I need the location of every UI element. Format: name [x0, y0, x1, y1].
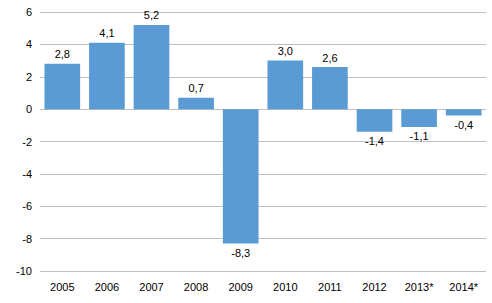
- svg-text:2007: 2007: [139, 281, 163, 293]
- svg-text:4,1: 4,1: [99, 27, 114, 39]
- svg-text:2011: 2011: [318, 281, 342, 293]
- svg-text:-8,3: -8,3: [231, 247, 250, 259]
- svg-text:2: 2: [26, 71, 32, 83]
- svg-text:-8: -8: [22, 233, 32, 245]
- svg-text:-10: -10: [16, 265, 32, 277]
- svg-text:-1,4: -1,4: [365, 135, 384, 147]
- svg-text:2010: 2010: [273, 281, 297, 293]
- svg-text:-6: -6: [22, 200, 32, 212]
- svg-text:2008: 2008: [184, 281, 208, 293]
- svg-text:2006: 2006: [95, 281, 119, 293]
- svg-text:0,7: 0,7: [188, 82, 203, 94]
- svg-text:-0,4: -0,4: [454, 119, 473, 131]
- svg-text:3,0: 3,0: [278, 45, 293, 57]
- svg-text:2,8: 2,8: [55, 48, 70, 60]
- svg-text:4: 4: [26, 38, 32, 50]
- svg-text:2005: 2005: [50, 281, 74, 293]
- svg-text:2012: 2012: [362, 281, 386, 293]
- svg-text:-1,1: -1,1: [410, 130, 429, 142]
- svg-text:2014*: 2014*: [449, 281, 478, 293]
- svg-text:6: 6: [26, 6, 32, 18]
- svg-text:5,2: 5,2: [144, 9, 159, 21]
- svg-text:0: 0: [26, 103, 32, 115]
- svg-text:-2: -2: [22, 136, 32, 148]
- svg-text:2,6: 2,6: [322, 52, 337, 64]
- svg-text:-4: -4: [22, 168, 32, 180]
- svg-text:2009: 2009: [228, 281, 252, 293]
- svg-text:2013*: 2013*: [405, 281, 434, 293]
